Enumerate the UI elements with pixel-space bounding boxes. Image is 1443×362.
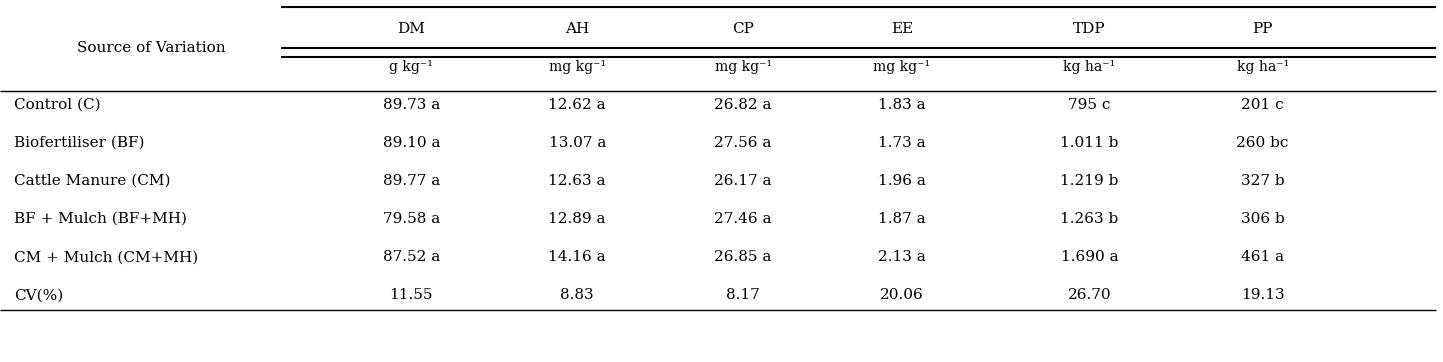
Text: 12.63 a: 12.63 a [548, 174, 606, 188]
Text: PP: PP [1253, 22, 1273, 35]
Text: 13.07 a: 13.07 a [548, 136, 606, 150]
Text: TDP: TDP [1074, 22, 1105, 35]
Text: 260 bc: 260 bc [1237, 136, 1289, 150]
Text: mg kg⁻¹: mg kg⁻¹ [548, 60, 606, 74]
Text: 14.16 a: 14.16 a [548, 250, 606, 264]
Text: 1.219 b: 1.219 b [1061, 174, 1118, 188]
Text: CP: CP [732, 22, 755, 35]
Text: 89.77 a: 89.77 a [382, 174, 440, 188]
Text: 27.46 a: 27.46 a [714, 212, 772, 226]
Text: Cattle Manure (CM): Cattle Manure (CM) [14, 174, 170, 188]
Text: 89.73 a: 89.73 a [382, 98, 440, 112]
Text: 89.10 a: 89.10 a [382, 136, 440, 150]
Text: 1.263 b: 1.263 b [1061, 212, 1118, 226]
Text: 1.011 b: 1.011 b [1061, 136, 1118, 150]
Text: 19.13: 19.13 [1241, 288, 1284, 302]
Text: 201 c: 201 c [1241, 98, 1284, 112]
Text: DM: DM [397, 22, 426, 35]
Text: kg ha⁻¹: kg ha⁻¹ [1237, 60, 1289, 74]
Text: 26.85 a: 26.85 a [714, 250, 772, 264]
Text: 1.96 a: 1.96 a [877, 174, 926, 188]
Text: kg ha⁻¹: kg ha⁻¹ [1063, 60, 1115, 74]
Text: 795 c: 795 c [1068, 98, 1111, 112]
Text: CM + Mulch (CM+MH): CM + Mulch (CM+MH) [14, 250, 199, 264]
Text: 1.83 a: 1.83 a [877, 98, 926, 112]
Text: AH: AH [566, 22, 589, 35]
Text: mg kg⁻¹: mg kg⁻¹ [714, 60, 772, 74]
Text: 12.62 a: 12.62 a [548, 98, 606, 112]
Text: 1.87 a: 1.87 a [877, 212, 926, 226]
Text: 11.55: 11.55 [390, 288, 433, 302]
Text: 27.56 a: 27.56 a [714, 136, 772, 150]
Text: 461 a: 461 a [1241, 250, 1284, 264]
Text: CV(%): CV(%) [14, 288, 63, 302]
Text: 1.690 a: 1.690 a [1061, 250, 1118, 264]
Text: mg kg⁻¹: mg kg⁻¹ [873, 60, 931, 74]
Text: 26.17 a: 26.17 a [714, 174, 772, 188]
Text: EE: EE [890, 22, 913, 35]
Text: Source of Variation: Source of Variation [78, 41, 225, 55]
Text: 79.58 a: 79.58 a [382, 212, 440, 226]
Text: 1.73 a: 1.73 a [877, 136, 926, 150]
Text: 8.17: 8.17 [726, 288, 760, 302]
Text: Biofertiliser (BF): Biofertiliser (BF) [14, 136, 144, 150]
Text: 12.89 a: 12.89 a [548, 212, 606, 226]
Text: 8.83: 8.83 [560, 288, 595, 302]
Text: g kg⁻¹: g kg⁻¹ [390, 60, 433, 74]
Text: 26.82 a: 26.82 a [714, 98, 772, 112]
Text: 20.06: 20.06 [880, 288, 924, 302]
Text: 327 b: 327 b [1241, 174, 1284, 188]
Text: 306 b: 306 b [1241, 212, 1284, 226]
Text: Control (C): Control (C) [14, 98, 101, 112]
Text: BF + Mulch (BF+MH): BF + Mulch (BF+MH) [14, 212, 188, 226]
Text: 26.70: 26.70 [1068, 288, 1111, 302]
Text: 87.52 a: 87.52 a [382, 250, 440, 264]
Text: 2.13 a: 2.13 a [877, 250, 926, 264]
